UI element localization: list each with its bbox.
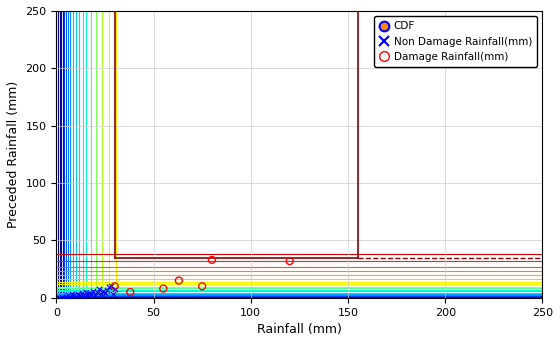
Point [56,295,65,300]
Point [207,257,216,263]
Y-axis label: Preceded Rainfall (mm): Preceded Rainfall (mm) [7,81,20,228]
X-axis label: Rainfall (mm): Rainfall (mm) [257,323,342,336]
Point [91,293,100,298]
Point [81,289,90,295]
Point [85,291,94,296]
Point [96,292,105,297]
Point [79,294,88,299]
Point [87,292,96,297]
Point [106,284,115,289]
Point [100,291,109,296]
Point [69,293,78,298]
Point [93,289,102,295]
Point [60,295,69,300]
Point [102,287,111,293]
Point [159,286,168,291]
Point [58,294,67,299]
Point [77,291,86,296]
Point [110,286,119,291]
Legend: CDF, Non Damage Rainfall(mm), Damage Rainfall(mm): CDF, Non Damage Rainfall(mm), Damage Rai… [374,16,537,67]
Point [108,292,117,297]
Point [63,293,72,298]
Point [83,293,92,298]
Point [174,278,183,283]
Point [66,294,74,299]
Point [67,292,76,297]
Point [126,289,135,295]
Point [285,258,294,264]
Point [198,284,207,289]
Point [99,288,108,294]
Point [71,294,80,299]
Point [89,288,98,294]
Point [62,294,71,299]
Point [75,293,84,298]
Point [95,286,104,291]
Point [73,292,82,297]
Point [110,284,119,289]
Point [104,285,113,290]
